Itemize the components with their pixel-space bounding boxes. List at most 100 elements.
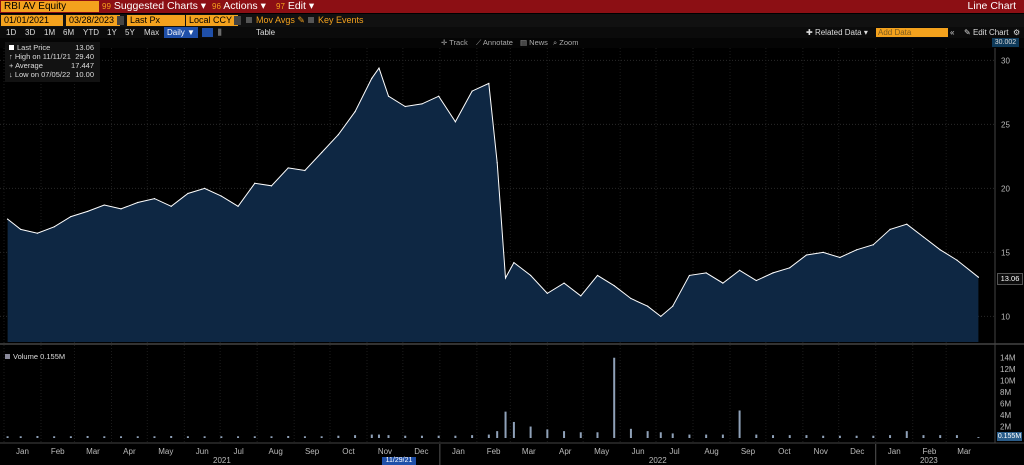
actions-menu[interactable]: 96 Actions ▾ [212, 0, 266, 12]
annotate-tool[interactable]: ⟋ Annotate [476, 38, 513, 47]
period-ytd[interactable]: YTD [83, 28, 99, 37]
currency-select[interactable]: Local CCY [186, 15, 238, 26]
price-point [872, 244, 874, 246]
price-point [705, 272, 707, 274]
year-tick-label: 2021 [213, 456, 231, 465]
month-tick-label: Mar [86, 447, 100, 456]
price-point [220, 195, 222, 197]
price-area [7, 68, 979, 342]
news-tool[interactable]: ▤ News [520, 38, 548, 47]
volume-bar [955, 435, 958, 438]
start-date-field[interactable]: 01/01/2021 [1, 15, 63, 26]
volume-bar [838, 435, 841, 438]
suggested-charts-menu[interactable]: 99 Suggested Charts ▾ [102, 0, 207, 12]
checkbox-icon [308, 17, 314, 23]
month-tick-label: Jun [196, 447, 209, 456]
top-toolbar: RBI AV Equity 99 Suggested Charts ▾ 96 A… [0, 0, 1024, 13]
price-point [839, 256, 841, 259]
price-point [805, 254, 808, 256]
ticker-field[interactable]: RBI AV Equity [1, 1, 99, 12]
volume-bar [671, 433, 674, 438]
volume-bar [36, 435, 39, 438]
price-point [504, 277, 507, 279]
volume-bar [69, 436, 72, 438]
price-point [580, 295, 582, 297]
price-point [530, 274, 532, 277]
price-point [856, 249, 858, 251]
volume-bar [377, 434, 380, 438]
period-6m[interactable]: 6M [63, 28, 75, 37]
edit-chart-button[interactable]: ✎ Edit Chart [964, 28, 1009, 37]
volume-tick-label: 2M [1000, 423, 1011, 432]
volume-bar [203, 436, 206, 438]
price-point [170, 205, 172, 207]
currency-dropdown-icon[interactable] [234, 16, 241, 25]
period-3d[interactable]: 3D [25, 28, 36, 37]
volume-bar [220, 436, 223, 438]
end-date-field[interactable]: 03/28/2023 [66, 15, 120, 26]
track-tool[interactable]: ✛ Track [441, 38, 468, 47]
volume-bar [103, 436, 106, 438]
price-point [688, 274, 691, 277]
volume-value: 0.155M [40, 352, 66, 361]
related-label: Related Data [814, 28, 862, 37]
volume-bar [688, 434, 691, 438]
up-arrow-icon: ↑ [9, 52, 15, 61]
volume-bar [546, 429, 549, 438]
date-controls: 01/01/2021 - 03/28/2023 Last Px Local CC… [0, 14, 1024, 27]
legend-high-value: 29.40 [75, 52, 94, 61]
period-1d[interactable]: 1D [6, 28, 17, 37]
price-point [378, 67, 380, 69]
calendar-icon[interactable] [117, 16, 124, 25]
legend-swatch-icon [9, 45, 14, 50]
related-data-menu[interactable]: ✚ Related Data ▾ [806, 28, 868, 37]
price-point [354, 111, 356, 113]
field-select[interactable]: Last Px [127, 15, 185, 26]
edit-menu[interactable]: 97 Edit ▾ [276, 0, 315, 12]
price-point [822, 251, 824, 253]
volume-series [6, 357, 980, 438]
track-label: Track [449, 38, 468, 47]
volume-bar [646, 431, 649, 438]
frequency-select[interactable]: Daily ▼ [164, 27, 198, 38]
price-chart[interactable]: 10 15 20 25 30 2M 4M 6M 8M 10M 12M 14M Jan Feb Mar Ap… [0, 48, 1024, 465]
settings-gear-icon[interactable]: ⚙ [1013, 28, 1021, 37]
month-tick-label: Oct [342, 447, 355, 456]
volume-tick-label: 12M [1000, 365, 1016, 374]
volume-bar [337, 435, 340, 438]
line-type-icon[interactable] [202, 28, 213, 37]
period-1y[interactable]: 1Y [107, 28, 117, 37]
period-max[interactable]: Max [144, 28, 160, 37]
price-tick-label: 10 [1001, 312, 1010, 321]
volume-bar [454, 435, 457, 438]
volume-label: Volume [13, 352, 39, 361]
mov-avgs-label: Mov Avgs [256, 15, 295, 25]
mov-avgs-toggle[interactable]: Mov Avgs ✎ [246, 15, 305, 26]
zoom-tool[interactable]: ⌕ Zoom [553, 38, 579, 47]
year-tick-label: 2023 [920, 456, 938, 465]
legend-last: Last Price 13.06 [9, 43, 97, 53]
volume-bar [922, 435, 925, 438]
year-tick-label: 2022 [649, 456, 667, 465]
period-5y[interactable]: 5Y [125, 28, 135, 37]
month-tick-label: Jul [234, 447, 244, 456]
volume-bar [705, 434, 708, 438]
edit-label: Edit [287, 0, 306, 12]
legend-avg: + Average 17.447 [9, 61, 97, 71]
table-button[interactable]: Table [256, 28, 276, 37]
volume-bar [889, 435, 892, 438]
price-point [755, 279, 757, 282]
period-1m[interactable]: 1M [44, 28, 56, 37]
volume-bar [420, 435, 423, 438]
volume-bar [529, 426, 532, 438]
key-events-toggle[interactable]: Key Events [308, 15, 364, 25]
bar-type-icon[interactable]: ⫼ [218, 28, 222, 37]
add-data-input[interactable]: Add Data [876, 28, 948, 37]
month-tick-label: Apr [559, 447, 572, 456]
actions-label: Actions [223, 0, 258, 12]
collapse-icon[interactable]: « [950, 28, 955, 37]
legend-low-label: Low on 07/05/22 [14, 70, 71, 79]
price-point [977, 276, 980, 278]
price-point [103, 204, 105, 206]
price-point [53, 226, 55, 228]
